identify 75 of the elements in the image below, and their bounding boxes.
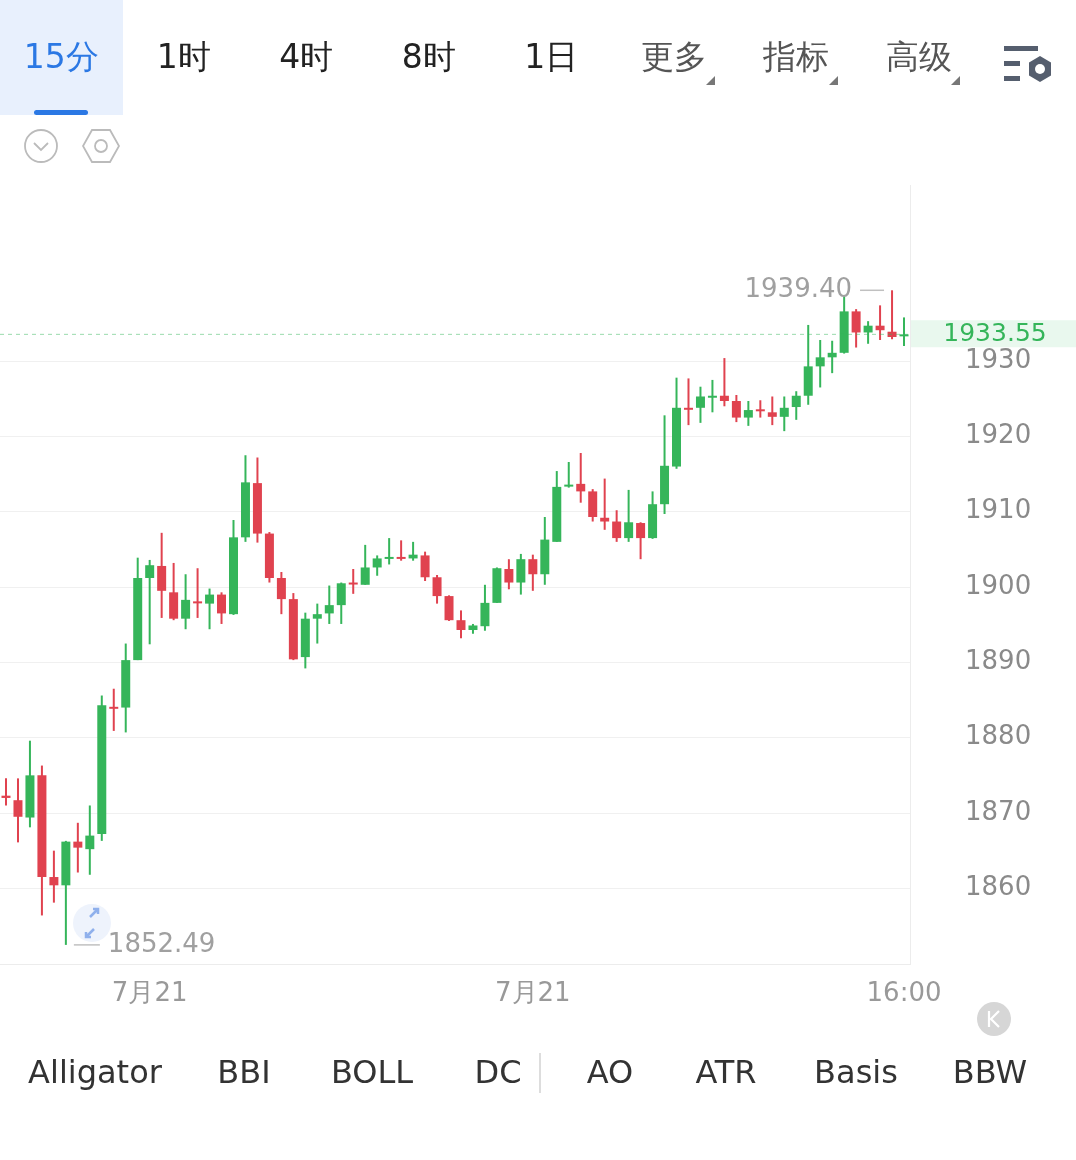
y-tick-label: 1890 [965,645,1032,676]
text: 1时 [156,36,211,78]
text: 1日 [524,36,579,78]
y-tick-label: 1880 [965,720,1032,751]
candlestick [276,570,286,616]
text: 指标 [763,36,830,78]
text: 高级 [885,36,952,78]
candlestick [564,461,574,489]
candlestick [432,574,442,605]
candlestick [49,849,59,904]
candlestick [109,687,119,732]
candlestick [456,609,466,640]
text: BBI [216,1053,272,1091]
candlestick [576,451,586,504]
candlestick [624,488,634,543]
y-tick-label: 1860 [965,871,1032,902]
y-tick-label: 1910 [965,494,1032,525]
candlestick [205,587,215,631]
text: 15分 [23,36,99,78]
candlestick [396,539,406,562]
candlestick [384,537,394,566]
candlestick [779,395,789,433]
candlestick [636,521,646,561]
text: 4时 [279,36,334,78]
text: ATR [694,1053,758,1091]
candlestick [815,339,825,389]
text: 更多 [640,36,707,78]
candlestick [683,377,693,427]
candlestick [85,804,95,876]
candlestick [707,378,717,414]
candlestick [348,567,358,595]
candlestick [420,550,430,583]
candlestick [719,357,729,408]
candlestick [324,584,334,625]
candlestick [480,583,490,632]
candlestick [336,581,346,625]
text: 8时 [401,36,456,78]
candlestick [312,602,322,645]
candlestick [1,777,11,807]
text: BBW [951,1053,1029,1091]
y-tick-label: 1920 [965,419,1032,450]
x-tick-label: 7月21 [495,976,571,1007]
text: Basis [813,1053,899,1091]
candlestick [695,385,705,424]
x-tick-label: 16:00 [866,976,942,1007]
candlestick [193,567,203,619]
candlestick [791,390,801,421]
y-tick-label: 1870 [965,795,1032,826]
candlestick [612,509,622,543]
candlestick [851,308,861,349]
candlestick [181,573,191,631]
candlestick [372,554,382,577]
text: BOLL [329,1053,415,1091]
y-tick-label: 1900 [965,569,1032,600]
candlestick [73,821,83,874]
text: Alligator [27,1053,163,1091]
candlestick [899,316,909,348]
candlestick [504,558,514,591]
candlestick [516,552,526,596]
candlestick [743,400,753,427]
candlestick [145,558,155,646]
annotation: 1939.40 [744,273,853,304]
candlestick [767,395,777,427]
text: AO [585,1053,635,1091]
annotation: 1852.49 [107,927,216,958]
candlestick [528,553,538,592]
candlestick [13,777,23,844]
candlestick [600,477,610,531]
text: DC [473,1053,523,1091]
candlestick [755,399,765,419]
candlestick [887,289,897,341]
candlestick [217,591,227,625]
candlestick [731,393,741,424]
candlestick [360,543,370,586]
x-tick-label: 7月21 [111,976,188,1007]
